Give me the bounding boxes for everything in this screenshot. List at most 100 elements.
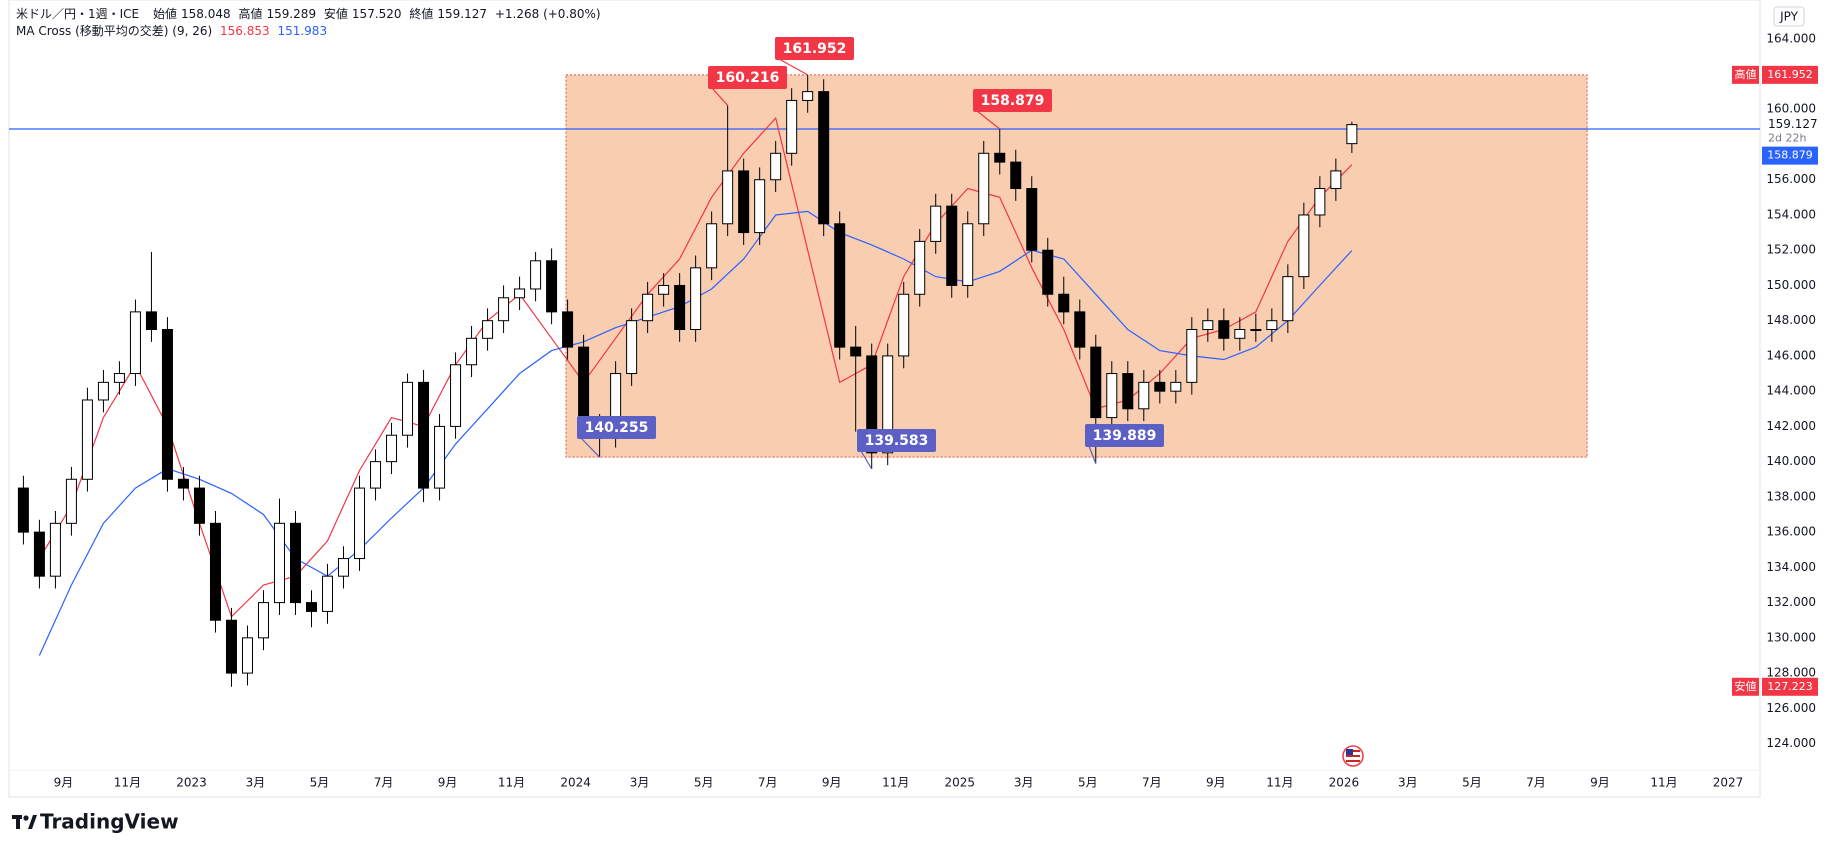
candle-body	[466, 337, 478, 366]
candle-body	[1218, 320, 1230, 339]
candle-body	[338, 558, 350, 577]
candle-body	[1026, 188, 1038, 251]
candle-body	[674, 284, 686, 330]
y-tick-label: 146.000	[1766, 348, 1816, 362]
level-badge-box	[1762, 146, 1818, 165]
y-tick-label: 150.000	[1766, 278, 1816, 292]
candle-body	[161, 328, 173, 480]
y-tick-label: 160.000	[1766, 102, 1816, 116]
ohlc-value: 159.289	[266, 7, 317, 21]
label-pointer	[778, 58, 808, 76]
x-tick-label: 2023	[176, 776, 207, 790]
x-tick-label: 3月	[1398, 776, 1418, 790]
candle-body	[113, 373, 125, 383]
candle-body	[626, 320, 638, 375]
x-tick-label: 7月	[1526, 776, 1546, 790]
candle-body	[1122, 373, 1134, 410]
ohlc-value: 159.127	[437, 7, 488, 21]
candle-body	[1234, 328, 1246, 339]
candle-body	[514, 288, 526, 299]
candle-body	[1074, 311, 1086, 348]
candle-body	[530, 260, 542, 290]
x-tick-label: 7月	[374, 776, 394, 790]
candle-body	[882, 355, 894, 454]
x-tick-label: 3月	[246, 776, 266, 790]
header: 米ドル／円・1週・ICE 始値 158.048 高値 159.289 安値 157.5…	[16, 5, 605, 22]
x-tick-label: 2025	[944, 776, 975, 790]
candle-body	[402, 381, 414, 436]
ohlc-label: 終値	[409, 7, 434, 21]
y-tick-label: 164.000	[1766, 31, 1816, 45]
y-tick-label: 128.000	[1766, 666, 1816, 680]
logo	[12, 815, 37, 829]
candle-body	[1058, 293, 1070, 313]
candle-body	[1042, 249, 1054, 295]
candle-body	[1314, 188, 1326, 216]
candle-body	[1138, 381, 1150, 410]
candle-body	[1186, 328, 1198, 383]
indicator-name: MA Cross (移動平均の交差) (9, 26)	[16, 24, 213, 38]
x-tick-label: 9月	[438, 776, 458, 790]
candle-body	[209, 522, 221, 621]
currency-box[interactable]	[1773, 6, 1805, 27]
candle-body	[49, 522, 61, 577]
x-tick-label: 5月	[1462, 776, 1482, 790]
candle-body	[562, 311, 574, 348]
price-label-box	[973, 89, 1052, 112]
currency: JPY	[1779, 10, 1799, 24]
ohlc-value: 158.048	[180, 7, 231, 21]
candle-body	[706, 223, 718, 269]
symbol: 米ドル／円・1週・ICE	[16, 7, 140, 21]
candle-body	[754, 179, 766, 234]
x-tick-label: 7月	[1142, 776, 1162, 790]
candle-body	[978, 152, 990, 225]
candle-body	[81, 399, 93, 480]
candle-body	[1282, 276, 1294, 322]
price-label-box	[857, 429, 936, 452]
axis-badge-value: 127.223	[1767, 680, 1813, 693]
axis-badge-label-box	[1732, 65, 1759, 84]
candle-body	[193, 487, 205, 524]
x-tick-label: 5月	[310, 776, 330, 790]
candle-body	[1202, 320, 1214, 330]
candle-body	[914, 240, 926, 295]
x-tick-label: 3月	[1014, 776, 1034, 790]
x-tick-label: 5月	[1078, 776, 1098, 790]
change: +1.268 (+0.80%)	[494, 7, 601, 21]
candle-body	[642, 293, 654, 322]
ohlc-value: 157.520	[351, 7, 402, 21]
x-tick-label: 2026	[1329, 776, 1360, 790]
candle-body	[289, 522, 301, 604]
candle-body	[834, 223, 846, 348]
y-tick-label: 148.000	[1766, 313, 1816, 327]
candle-body	[898, 293, 910, 357]
label-pointer	[1088, 445, 1097, 464]
candle-body	[1330, 170, 1342, 190]
label-pointer	[976, 110, 1001, 130]
ma-fast-value: 156.853	[220, 24, 270, 38]
candle-body	[1010, 161, 1022, 190]
ohlc-label: 安値	[323, 7, 348, 21]
candle-body	[546, 260, 558, 313]
x-tick-label: 9月	[822, 776, 842, 790]
axis-badge-label: 高値	[1735, 67, 1757, 81]
y-tick-label: 142.000	[1766, 419, 1816, 433]
candle-body	[946, 205, 958, 286]
candle-body	[1154, 381, 1166, 392]
branding: TradingView	[40, 810, 179, 834]
x-tick-label: 11月	[498, 776, 525, 790]
candle-body	[802, 91, 814, 101]
candle-body	[273, 522, 285, 604]
last-price: 159.127	[1768, 117, 1818, 131]
price-label: 160.216	[716, 70, 780, 86]
candle-body	[1298, 214, 1310, 278]
y-tick-label: 134.000	[1766, 560, 1816, 574]
candle-body	[930, 205, 942, 242]
candle-body	[354, 487, 366, 560]
candle-body	[33, 531, 45, 577]
y-tick-label: 156.000	[1766, 172, 1816, 186]
axis-badge-value-box	[1762, 677, 1818, 696]
x-tick-label: 7月	[758, 776, 778, 790]
